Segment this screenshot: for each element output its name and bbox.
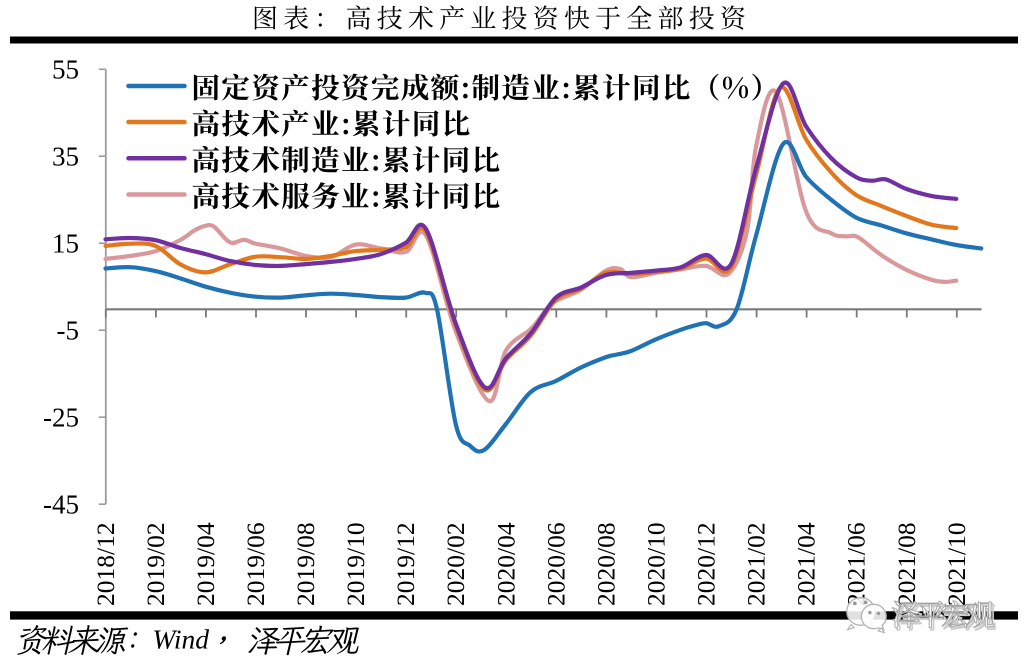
svg-text:2019/12: 2019/12 [391,522,420,606]
svg-text:2021/10: 2021/10 [942,522,971,606]
svg-text:2021/06: 2021/06 [842,522,871,606]
svg-text:55: 55 [52,55,79,85]
svg-text:2020/06: 2020/06 [541,522,570,606]
svg-text:-5: -5 [57,315,80,345]
svg-text:2019/02: 2019/02 [141,522,170,606]
svg-text:2020/12: 2020/12 [692,522,721,606]
svg-text:-45: -45 [43,489,79,519]
svg-text:2019/06: 2019/06 [241,522,270,606]
svg-text:2019/10: 2019/10 [341,522,370,606]
svg-text:2021/02: 2021/02 [742,522,771,606]
svg-text:15: 15 [52,228,79,258]
svg-text:2020/08: 2020/08 [591,522,620,606]
svg-text:Wind: Wind [153,624,210,655]
svg-text:2020/04: 2020/04 [491,522,520,606]
svg-text:2020/10: 2020/10 [642,522,671,606]
svg-text:2018/12: 2018/12 [91,522,120,606]
svg-text:2020/02: 2020/02 [441,522,470,606]
svg-text:-25: -25 [43,402,79,432]
svg-text:35: 35 [52,141,79,171]
svg-text:2021/08: 2021/08 [892,522,921,606]
svg-text:2019/04: 2019/04 [191,522,220,606]
svg-text:2021/04: 2021/04 [792,522,821,606]
svg-text:2019/08: 2019/08 [291,522,320,606]
